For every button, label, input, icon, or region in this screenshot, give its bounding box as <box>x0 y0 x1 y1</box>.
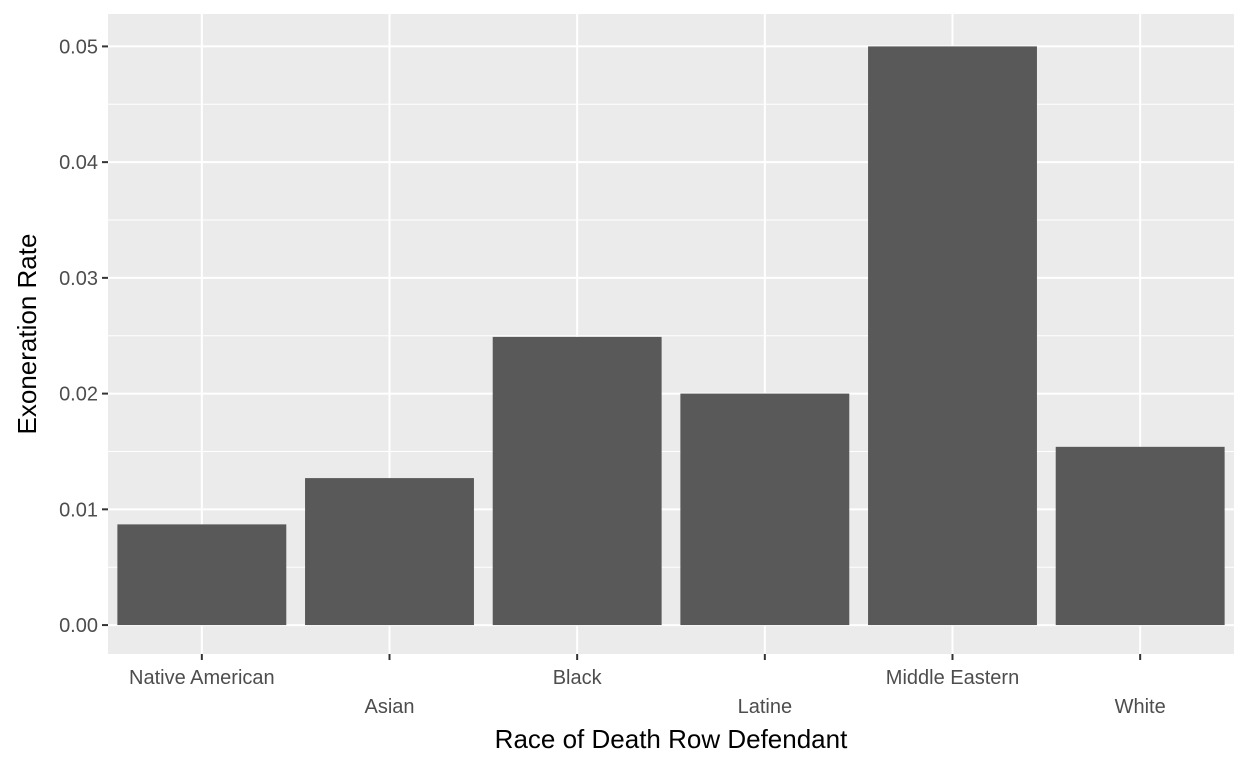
bar-white <box>1055 446 1225 626</box>
y-tick-label: 0.02 <box>59 384 98 406</box>
y-axis-ticks <box>102 45 108 627</box>
y-tick-label: 0.00 <box>59 615 98 637</box>
y-tick-label: 0.03 <box>59 268 98 290</box>
bars <box>117 46 1225 626</box>
x-tick-label: Native American <box>129 667 275 689</box>
x-axis-tick-labels: Native American Asian Black Latine Middle Ea… <box>129 667 1166 718</box>
y-tick-label: 0.01 <box>59 499 98 521</box>
x-tick-label: Middle Eastern <box>886 667 1019 689</box>
bar-middle-eastern <box>868 46 1037 626</box>
y-axis-title: Exoneration Rate <box>12 234 42 435</box>
bar-black <box>492 336 662 626</box>
x-axis-ticks <box>200 654 1142 660</box>
minor-gridlines <box>108 103 1234 568</box>
x-tick-label: Asian <box>364 696 414 718</box>
y-tick-label: 0.05 <box>59 36 98 58</box>
plot-panel <box>108 14 1234 654</box>
bar-latine <box>680 393 850 626</box>
bar-asian <box>305 478 474 626</box>
x-tick-label: White <box>1115 696 1166 718</box>
y-tick-label: 0.04 <box>59 152 98 174</box>
x-axis-title: Race of Death Row Defendant <box>495 724 848 754</box>
x-tick-label: Black <box>553 667 603 689</box>
y-axis-tick-labels: 0.00 0.01 0.02 0.03 0.04 0.05 <box>59 36 98 637</box>
bar-native-american <box>117 524 287 626</box>
x-tick-label: Latine <box>738 696 793 718</box>
